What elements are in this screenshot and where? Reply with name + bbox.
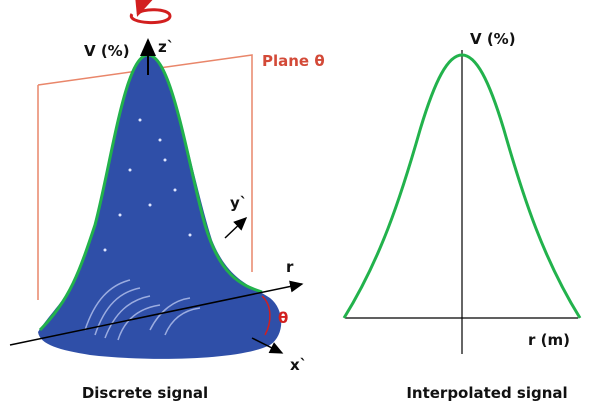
axis-label: r: [286, 258, 294, 276]
plane-label: Plane θ: [262, 52, 325, 70]
axis-label: z`: [158, 38, 174, 56]
axis-label: V (%): [470, 30, 516, 48]
caption: Discrete signal: [82, 384, 208, 402]
axis-label: x`: [290, 356, 307, 374]
caption: Interpolated signal: [406, 384, 567, 402]
axis-label: r (m): [528, 331, 570, 349]
axis-label: y`: [230, 194, 247, 212]
y-axis: [225, 218, 246, 238]
theta-label: θ: [278, 309, 288, 327]
axis-label: V (%): [84, 42, 130, 60]
rotation-arrow: [131, 10, 170, 23]
diagram: V (%) z` Plane θ y` r θ x` Discrete sign…: [0, 0, 592, 409]
